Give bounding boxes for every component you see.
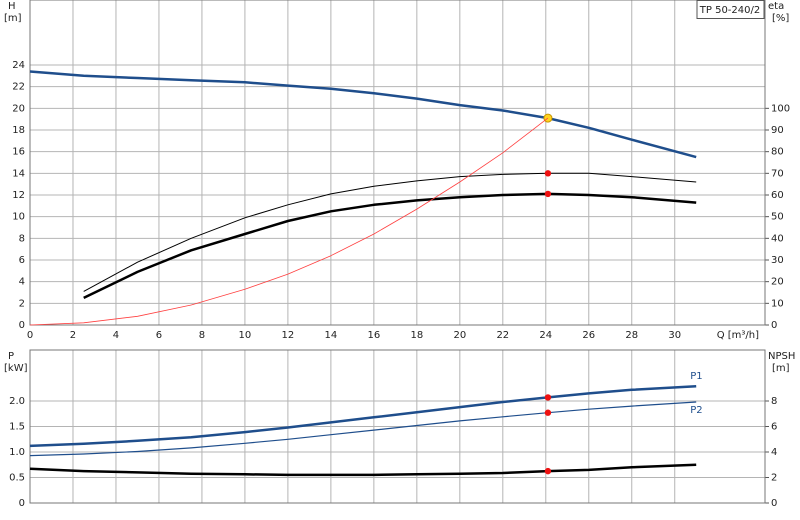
y2-tick-label: 0: [771, 320, 777, 331]
y-tick-label: 24: [12, 60, 25, 71]
x-tick-label: 30: [668, 330, 681, 341]
y2-tick-label: 100: [771, 103, 790, 114]
y2-axis-unit: [m]: [772, 363, 790, 374]
x-tick-label: 28: [625, 330, 638, 341]
y-tick-label: 1.5: [9, 422, 25, 433]
duty-point: [543, 113, 553, 123]
y2-tick-label: 10: [771, 298, 784, 309]
y-axis-unit: [kW]: [4, 363, 28, 374]
curve: [29, 384, 697, 448]
y2-tick-label: 20: [771, 277, 784, 288]
x-tick-label: 2: [70, 330, 76, 341]
x-tick-label: 12: [282, 330, 295, 341]
series-label: P1: [690, 371, 702, 382]
duty-point: [544, 170, 552, 177]
y2-axis-label: eta: [768, 1, 784, 12]
y2-tick-label: 60: [771, 190, 784, 201]
plot-area: [30, 0, 765, 325]
x-tick-label: 10: [239, 330, 252, 341]
y-tick-label: 1.0: [9, 447, 25, 458]
y-tick-label: 0: [19, 498, 25, 509]
y2-tick-label: 70: [771, 168, 784, 179]
y2-axis-label: NPSH: [768, 351, 795, 362]
y-axis-label: P: [8, 351, 14, 362]
model-box: [696, 0, 765, 19]
x-tick-label: 6: [156, 330, 162, 341]
y-tick-label: 10: [12, 212, 25, 223]
y2-tick-label: 50: [771, 212, 784, 223]
x-axis-label: Q [m³/h]: [717, 330, 759, 341]
y-tick-label: 18: [12, 125, 25, 136]
curve: [29, 117, 549, 326]
duty-point: [544, 394, 552, 401]
y-tick-label: 0: [19, 320, 25, 331]
y-tick-label: 22: [12, 82, 25, 93]
y-tick-label: 4: [19, 277, 25, 288]
y-tick-label: 6: [19, 255, 25, 266]
x-tick-label: 18: [410, 330, 423, 341]
y-tick-label: 16: [12, 147, 25, 158]
plot-frame: [29, 0, 766, 326]
x-tick-label: 14: [325, 330, 338, 341]
curve: [29, 70, 697, 159]
y-tick-label: 8: [19, 233, 25, 244]
x-tick-label: 22: [496, 330, 509, 341]
x-tick-label: 16: [367, 330, 380, 341]
y-axis-unit: [m]: [4, 13, 22, 24]
x-tick-label: 26: [582, 330, 595, 341]
x-tick-label: 8: [199, 330, 205, 341]
curve: [29, 401, 697, 457]
plot-frame: [29, 349, 766, 504]
x-tick-label: 0: [27, 330, 33, 341]
y2-tick-label: 6: [771, 422, 777, 433]
x-tick-label: 4: [113, 330, 119, 341]
y2-axis-unit: [%]: [772, 13, 789, 24]
x-tick-label: 20: [453, 330, 466, 341]
y2-tick-label: 30: [771, 255, 784, 266]
y-tick-label: 14: [12, 168, 25, 179]
duty-point: [544, 190, 552, 198]
y-tick-label: 12: [12, 190, 25, 201]
y2-tick-label: 4: [771, 447, 777, 458]
model-label: TP 50-240/2: [699, 5, 760, 16]
series-label: P2: [690, 405, 702, 416]
y-tick-label: 2: [19, 298, 25, 309]
y2-tick-label: 8: [771, 396, 777, 407]
y2-tick-label: 40: [771, 233, 784, 244]
y-tick-label: 2.0: [9, 396, 25, 407]
duty-point: [544, 467, 552, 475]
x-tick-label: 24: [539, 330, 552, 341]
y2-tick-label: 80: [771, 147, 784, 158]
y-axis-label: H: [8, 1, 16, 12]
curve: [83, 192, 697, 300]
y2-tick-label: 90: [771, 125, 784, 136]
curve: [29, 463, 697, 477]
y2-tick-label: 0: [771, 498, 777, 509]
curve: [83, 172, 697, 292]
y-tick-label: 0.5: [9, 473, 25, 484]
y2-tick-label: 2: [771, 473, 777, 484]
duty-point: [544, 409, 552, 416]
y-tick-label: 20: [12, 103, 25, 114]
